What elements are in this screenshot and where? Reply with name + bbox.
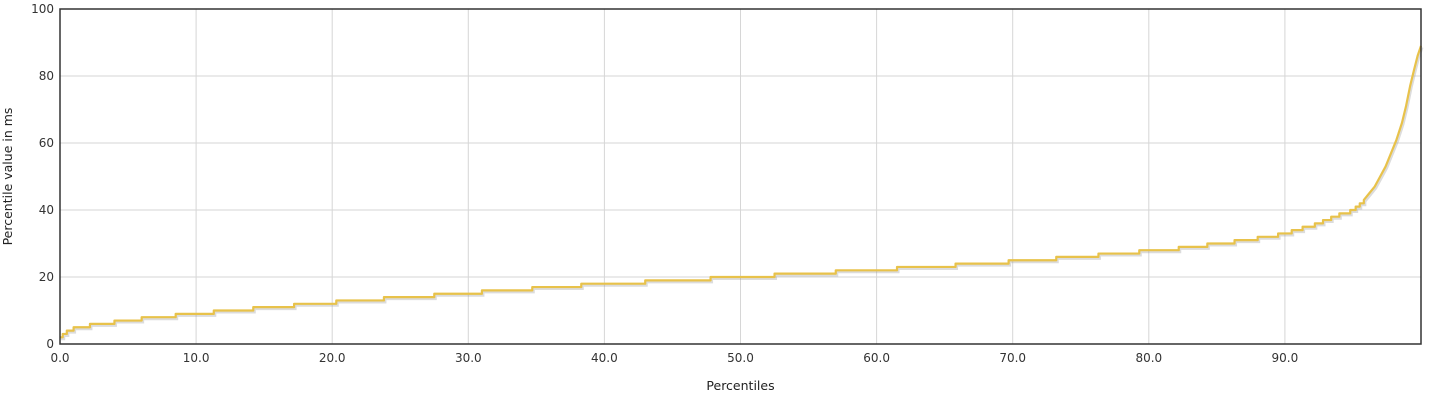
y-tick-label: 40 xyxy=(39,203,54,217)
x-axis-title: Percentiles xyxy=(706,378,774,393)
x-tick-label: 0.0 xyxy=(50,351,69,365)
x-tick-label: 80.0 xyxy=(1135,351,1162,365)
x-tick-label: 10.0 xyxy=(183,351,210,365)
x-tick-label: 70.0 xyxy=(999,351,1026,365)
x-tick-label: 20.0 xyxy=(319,351,346,365)
x-tick-label: 90.0 xyxy=(1272,351,1299,365)
series-line-shadow xyxy=(61,46,1424,341)
series-line xyxy=(60,45,1423,339)
y-tick-label: 20 xyxy=(39,270,54,284)
y-tick-label: 60 xyxy=(39,136,54,150)
y-tick-label: 80 xyxy=(39,69,54,83)
x-tick-label: 50.0 xyxy=(727,351,754,365)
y-axis-title: Percentile value in ms xyxy=(0,108,15,246)
x-tick-label: 60.0 xyxy=(863,351,890,365)
plot-frame xyxy=(59,8,1422,345)
x-tick-label: 40.0 xyxy=(591,351,618,365)
x-tick-label: 30.0 xyxy=(455,351,482,365)
y-tick-label: 0 xyxy=(46,337,54,351)
grid xyxy=(60,9,1421,344)
x-axis-ticks: 0.0 10.0 20.0 30.0 40.0 50.0 60.0 70.0 80.0 90.0 xyxy=(50,351,1298,365)
y-axis-ticks: 0 20 40 60 80 100 xyxy=(31,2,54,351)
series-layer xyxy=(60,45,1424,341)
y-tick-label: 100 xyxy=(31,2,54,16)
